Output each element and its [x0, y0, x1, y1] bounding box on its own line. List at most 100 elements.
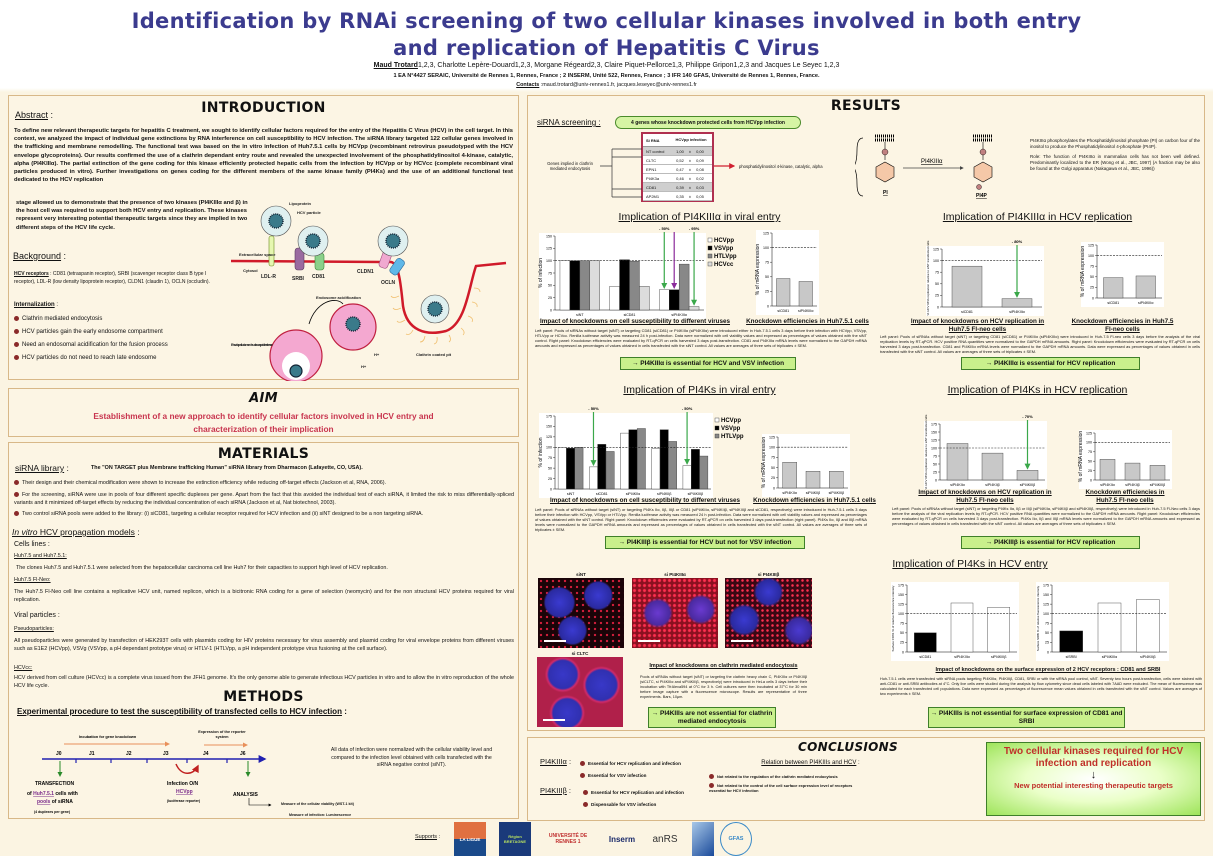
y-tick-label: 175 — [546, 414, 552, 418]
bar — [798, 281, 813, 307]
image-legend: Pools of siRNAs without target (siNT) or… — [640, 675, 807, 699]
bar — [669, 289, 680, 311]
receptors-text: : CD81 (tetraspanin receptor), SRBI (sca… — [14, 271, 210, 285]
transfection-detail: of Huh7.5.1 cells with — [27, 791, 78, 797]
aim-line-2: characterization of their implication — [193, 424, 334, 434]
image-caption: Impact of knockdowns on clathrin mediate… — [649, 663, 798, 669]
of-sirna: of siRNA — [50, 799, 73, 805]
pi4p-label: PI4P — [976, 193, 988, 199]
x-tick-label: siPI4KIIIβ — [688, 492, 703, 496]
y-tick-label: 100 — [763, 246, 769, 250]
y-axis-label: Surface CD81 % of relative fluorescence … — [891, 585, 895, 651]
chart-knockdown-pi4ks-huh751: 0 25 50 75 100 125% of mRNA expression siPI4KI… — [761, 434, 850, 497]
y-tick-label: 25 — [548, 477, 552, 481]
y-tick-label: 0 — [937, 305, 939, 309]
column-header: HCVpp infection — [675, 136, 707, 142]
pi4k-description: PI4KIIIα phosphorylates the Phosphatidyl… — [1030, 138, 1200, 172]
bar — [946, 443, 969, 481]
x-tick-label: siCD81 — [596, 492, 608, 496]
micrograph-pi4k3b — [725, 578, 812, 648]
figure-legend: Left panel: Pools of siRNAs without targ… — [880, 334, 1200, 354]
y-tick-label: 75 — [933, 454, 937, 458]
table-cell: 0,47 — [676, 166, 684, 172]
y-tick-label: 100 — [931, 446, 937, 450]
clathrin-coat — [390, 287, 481, 345]
abstract-heading-text: Abstract — [15, 110, 49, 120]
contacts: Contacts :maud.trotard@univ-rennes1.fr, … — [0, 82, 1213, 88]
y-tick-label: 25 — [935, 294, 939, 298]
bar — [829, 471, 844, 489]
y-tick-label: 50 — [548, 466, 552, 470]
x-tick-label: siPI4KIIIα — [1138, 301, 1153, 305]
bar — [950, 602, 974, 653]
chart-caption: Impact of knockdowns on HCV replication … — [918, 489, 1052, 504]
y-tick-label: 125 — [763, 231, 769, 235]
y-tick-label: 100 — [898, 612, 904, 616]
key-message: Two cellular kinases required for HCV in… — [986, 742, 1201, 816]
bar — [659, 289, 670, 311]
chart-caption: Impact of knockdowns on cell susceptibil… — [540, 318, 730, 325]
abstract-heading: Abstract : — [15, 110, 54, 120]
legend-swatch — [707, 261, 713, 267]
pi4k-desc-text: PI4KIIIα phosphorylates the Phosphatidyl… — [1030, 138, 1200, 150]
relation-item: Not related to the control of the cell s… — [709, 783, 869, 794]
cell-lines-heading: Cells lines : — [14, 541, 50, 548]
y-tick-label: 50 — [765, 275, 769, 279]
sirna-bullet: Two control siRNA pools were added to th… — [14, 510, 514, 518]
pi4k3b-findings: Essential for HCV replication and infect… — [583, 787, 684, 811]
internalization-item: Clathrin mediated endocytosis — [14, 313, 168, 326]
label-hcv-particle: HCV particle — [297, 210, 322, 215]
luciferase-note: (luciferase reporter) — [167, 799, 200, 803]
y-tick-label: 0 — [902, 650, 904, 654]
annotation-label: - 95% — [689, 226, 700, 231]
presenting-author: Maud Trotard — [373, 62, 418, 69]
legend-label: VSVpp — [714, 246, 734, 252]
y-tick-label: 50 — [1090, 275, 1094, 279]
annotation-label: - 80% — [1012, 239, 1023, 244]
y-axis-label: % HCV RNA replication relative to siNT t… — [924, 414, 928, 489]
brace — [855, 137, 864, 197]
x-tick-label: siPI4KIIIβ — [991, 655, 1006, 659]
sirna-bullet: Their design and their chemical modifica… — [14, 479, 514, 487]
table-cell: 0,46 — [676, 175, 684, 181]
annotation-label: - 50% — [659, 226, 670, 231]
y-tick-label: 100 — [933, 259, 939, 263]
transfection-of: of — [27, 791, 33, 797]
finding-item: Essential for HCV replication and infect… — [583, 787, 684, 799]
x-tick-label: siCD81 — [1107, 301, 1119, 305]
arrow-down-icon: ↓ — [1090, 769, 1097, 781]
transfection-cells: Huh7.5.1 — [33, 791, 54, 797]
bar — [639, 286, 650, 311]
title-line-2: and replication of Hepatitis C Virus — [393, 36, 820, 60]
bar — [559, 260, 571, 311]
x-tick-label: siPI4KIIα — [950, 483, 964, 487]
panel-conclusion: → PI4KIIIα is essential for HCV replicat… — [961, 357, 1140, 370]
bar — [1149, 465, 1166, 481]
huh75-text: The clones Huh7.5 and Huh7.5.1 were sele… — [16, 565, 388, 571]
scale-bar — [543, 719, 565, 721]
sirna-library-heading: siRNA library : — [15, 463, 69, 473]
y-tick-label: 25 — [771, 476, 775, 480]
internalization-heading: Internalization : — [14, 302, 59, 308]
transfection-with: cells with — [54, 791, 78, 797]
table-row: NT control 1,00 ±0,00 — [643, 147, 712, 156]
x-tick-label: siPI4KIIβ — [657, 492, 671, 496]
logo-gfas: GFAS — [720, 822, 752, 856]
table-body: NT control 1,00 ±0,00 CLTC 0,52 ±0,09 EPN1 0,47… — [643, 147, 712, 201]
bar — [1059, 630, 1083, 653]
panel-conclusion: → PI4KIIIα is essential for HCV and VSV … — [620, 357, 796, 370]
aim-line-1: Establishment of a new approach to ident… — [93, 411, 434, 421]
chart-caption: Impact of knockdowns on the surface expr… — [935, 667, 1161, 673]
x-tick-label: siPI4KIIβ — [1125, 483, 1139, 487]
panel-title: Implication of PI4KIIIα in viral entry — [618, 211, 781, 223]
y-tick-label: 50 — [771, 466, 775, 470]
chart-pi4k3a-replication: 0 25 50 75 100 125% HCV RNA replication relat… — [926, 239, 1044, 316]
invitro-italic: In vitro — [12, 527, 38, 537]
chart-caption: Knockdown efficiencies in Huh7.5 Fl-neo … — [1071, 318, 1174, 333]
label-extracellular: Extracellular space — [239, 252, 276, 257]
x-tick-label: siPI4KIIβ — [985, 483, 999, 487]
bar — [987, 607, 1010, 653]
contacts-emails[interactable]: :maud.trotard@univ-rennes1.fr, jacques.l… — [539, 82, 697, 88]
relation-item: Not related to the regulation of the cla… — [709, 774, 869, 780]
